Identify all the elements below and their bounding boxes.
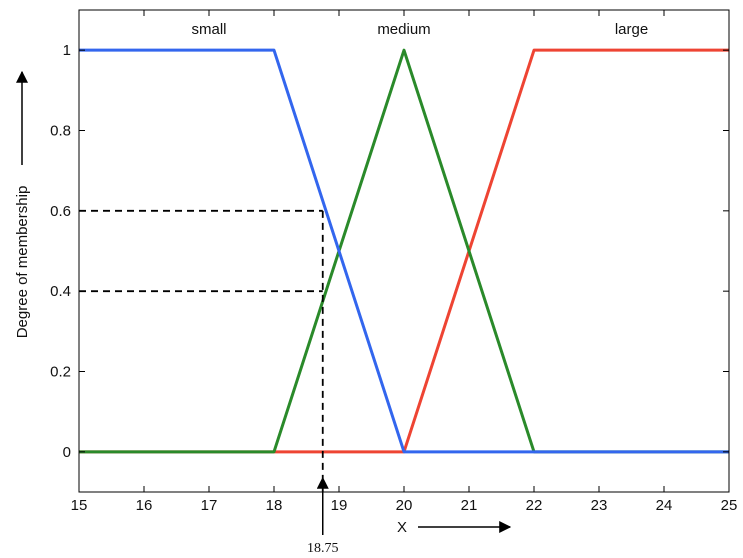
- y-tick-label: 0: [63, 444, 71, 461]
- x-value-label: 18.75: [307, 541, 339, 556]
- x-tick-label: 21: [461, 497, 478, 514]
- x-tick-label: 16: [136, 497, 153, 514]
- y-axis-label: Degree of membership: [14, 186, 31, 339]
- x-tick-label: 24: [656, 497, 673, 514]
- series-label-small: small: [191, 21, 226, 38]
- y-tick-label: 0.4: [50, 283, 71, 300]
- x-tick-label: 22: [526, 497, 543, 514]
- plot-background: [79, 10, 729, 492]
- series-line-small: [79, 48, 729, 454]
- annotation-layer: 18.75: [79, 209, 339, 556]
- x-tick-label: 20: [396, 497, 413, 514]
- x-tick-label: 23: [591, 497, 608, 514]
- x-tick-label: 18: [266, 497, 283, 514]
- y-tick-label: 0.6: [50, 203, 71, 220]
- x-tick-label: 19: [331, 497, 348, 514]
- y-tick-label: 0.2: [50, 364, 71, 381]
- x-axis-ticks: 15 16 17 18 19 20 21 22 23 24 25: [71, 10, 738, 514]
- series-layer: [79, 48, 729, 454]
- x-tick-label: 15: [71, 497, 88, 514]
- x-axis-label: X: [397, 519, 407, 536]
- x-tick-label: 17: [201, 497, 218, 514]
- series-labels: small medium large: [191, 21, 648, 38]
- y-axis-ticks: 0 0.2 0.4 0.6 0.8 1: [50, 42, 729, 461]
- y-tick-label: 0.8: [50, 123, 71, 140]
- series-label-large: large: [615, 21, 648, 38]
- series-label-medium: medium: [377, 21, 430, 38]
- y-tick-label: 1: [63, 42, 71, 59]
- x-tick-label: 25: [721, 497, 738, 514]
